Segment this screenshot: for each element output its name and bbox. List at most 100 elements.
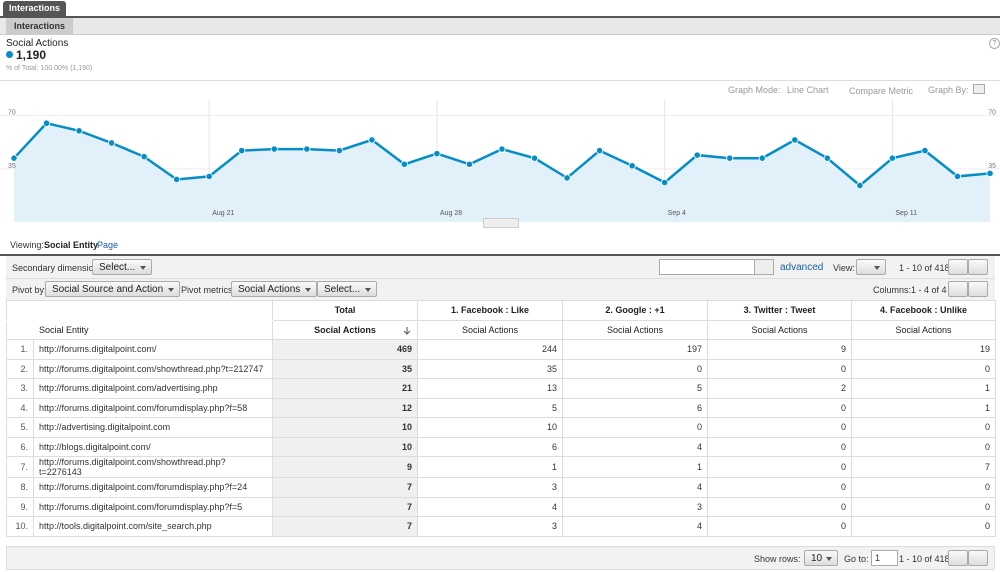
data-row: 5. http://advertising.digitalpoint.com 10 1… xyxy=(6,417,996,438)
pivot-select[interactable]: Social Source and Action xyxy=(45,281,181,297)
point xyxy=(693,151,701,159)
value-cell: 0 xyxy=(707,496,852,517)
divider xyxy=(0,80,1000,81)
rank-cell: 6. xyxy=(6,436,34,457)
entity-cell[interactable]: http://advertising.digitalpoint.com xyxy=(33,417,273,438)
value-cell: 7 xyxy=(851,456,996,478)
point xyxy=(465,160,474,168)
value-cell: 0 xyxy=(562,417,708,438)
point xyxy=(368,136,376,144)
value-cell: 0 xyxy=(707,477,852,498)
point xyxy=(661,178,669,187)
value-cell: 7 xyxy=(272,496,418,517)
value-cell: 21 xyxy=(272,378,418,399)
point xyxy=(823,154,831,162)
viewing-active[interactable]: Social Entity xyxy=(44,240,99,250)
point xyxy=(726,154,734,162)
entity-cell[interactable]: http://forums.digitalpoint.com/forumdisp… xyxy=(33,397,273,418)
area xyxy=(14,123,990,222)
graph-mode[interactable]: Line Chart xyxy=(787,85,829,95)
pivot-by-label: Pivot by: xyxy=(12,285,47,295)
value-cell: 0 xyxy=(851,436,996,457)
dimension-header: Social Entity xyxy=(6,319,273,340)
compare-metric[interactable]: Compare Metric xyxy=(849,86,914,96)
collapse-handle[interactable] xyxy=(483,218,519,228)
viewing-page[interactable]: Page xyxy=(97,240,119,250)
goto-input[interactable]: 1 xyxy=(871,550,898,566)
rank-cell: 2. xyxy=(6,358,34,379)
point xyxy=(303,145,311,153)
sort-arrow[interactable] xyxy=(403,326,411,336)
value-cell: 4 xyxy=(562,516,708,537)
help-icon[interactable]: ? xyxy=(989,38,1000,49)
prev-button[interactable] xyxy=(948,259,968,275)
data-row: 9. http://forums.digitalpoint.com/forumdi… xyxy=(6,496,996,517)
entity-cell[interactable]: http://blogs.digitalpoint.com/ xyxy=(33,436,273,457)
next-button[interactable] xyxy=(968,259,988,275)
subtab-bar xyxy=(0,18,1000,35)
value-cell: 469 xyxy=(272,339,418,360)
point xyxy=(530,154,539,162)
y-tick-label: 70 xyxy=(8,110,16,117)
divider xyxy=(0,254,1000,256)
point xyxy=(563,174,571,182)
entity-cell[interactable]: http://forums.digitalpoint.com/forumdisp… xyxy=(33,477,273,498)
prev-columns[interactable] xyxy=(948,281,968,297)
entity-cell[interactable]: http://forums.digitalpoint.com/showthrea… xyxy=(33,456,273,478)
value-cell: 1 xyxy=(851,397,996,418)
goto-label: Go to: xyxy=(844,554,869,564)
value-cell: 0 xyxy=(851,477,996,498)
entity-cell[interactable]: http://forums.digitalpoint.com/ xyxy=(33,339,273,360)
data-row: 10. http://tools.digitalpoint.com/site_se… xyxy=(6,516,996,537)
value-cell: 7 xyxy=(272,516,418,537)
header-row: Total 1. Facebook : Like 2. Google : +1 3. … xyxy=(6,300,996,321)
main-tab[interactable]: Interactions xyxy=(3,1,67,18)
next-page[interactable] xyxy=(968,550,988,566)
prev-page[interactable] xyxy=(948,550,968,566)
entity-cell[interactable]: http://forums.digitalpoint.com/showthrea… xyxy=(33,358,273,379)
metric-header-text: Social Actions xyxy=(314,324,376,335)
metric-header: Social Actions xyxy=(272,319,418,340)
metric-select[interactable]: Social Actions xyxy=(231,281,318,297)
value-cell: 5 xyxy=(562,378,708,399)
group-header: 2. Google : +1 xyxy=(562,300,708,321)
secondary-dimension-select[interactable]: Select... xyxy=(92,259,153,275)
rank-cell: 8. xyxy=(6,477,34,498)
point xyxy=(953,172,962,181)
value-cell: 0 xyxy=(851,358,996,379)
footer-range: 1 - 10 of 418 xyxy=(899,554,950,564)
value-cell: 10 xyxy=(272,417,418,438)
rank-cell: 7. xyxy=(6,456,34,478)
search-button[interactable] xyxy=(754,259,774,275)
metric-select-2[interactable]: Select... xyxy=(317,281,378,297)
data-table: Total 1. Facebook : Like 2. Google : +1 3. … xyxy=(6,300,996,537)
value-cell: 2 xyxy=(707,378,852,399)
advanced-link[interactable]: advanced xyxy=(780,262,824,273)
point xyxy=(140,153,148,161)
x-tick-label: Aug 21 xyxy=(212,210,234,217)
point xyxy=(758,154,766,162)
point xyxy=(108,139,116,147)
secondary-dimension-label: Secondary dimension: xyxy=(12,263,102,273)
view-select[interactable] xyxy=(856,259,886,275)
entity-cell[interactable]: http://tools.digitalpoint.com/site_searc… xyxy=(33,516,273,537)
value-cell: 197 xyxy=(562,339,708,360)
metric-name: Social Actions xyxy=(6,38,69,49)
data-row: 7. http://forums.digitalpoint.com/showthr… xyxy=(6,456,996,478)
show-rows-select[interactable]: 10 xyxy=(804,550,838,566)
entity-cell[interactable]: http://forums.digitalpoint.com/advertisi… xyxy=(33,378,273,399)
graph-by-icon[interactable] xyxy=(973,84,985,94)
value-cell: 0 xyxy=(707,516,852,537)
data-row: 4. http://forums.digitalpoint.com/forumdi… xyxy=(6,397,996,418)
search-input[interactable] xyxy=(659,259,755,275)
entity-cell[interactable]: http://forums.digitalpoint.com/forumdisp… xyxy=(33,496,273,517)
next-columns[interactable] xyxy=(968,281,988,297)
sub-tab[interactable]: Interactions xyxy=(6,18,74,35)
rank-cell: 4. xyxy=(6,397,34,418)
show-rows-label: Show rows: xyxy=(754,554,801,564)
data-row: 3. http://forums.digitalpoint.com/adverti… xyxy=(6,378,996,399)
value-cell: 19 xyxy=(851,339,996,360)
value-cell: 7 xyxy=(272,477,418,498)
